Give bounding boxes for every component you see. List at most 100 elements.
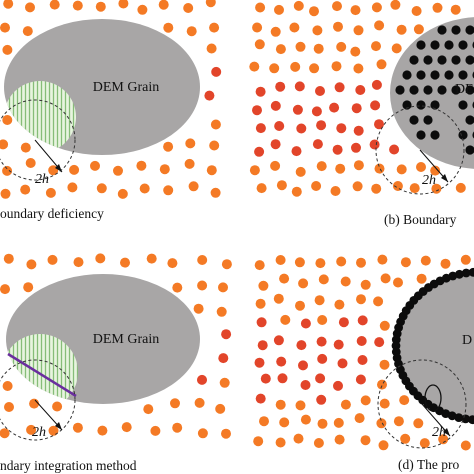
sph-particle [249, 165, 260, 176]
boundary-particle-highlight-d [424, 384, 442, 412]
kernel-label-d: 2h [432, 425, 446, 440]
sph-particle [258, 280, 269, 291]
sph-particle [197, 255, 208, 265]
sph-particle [273, 293, 284, 304]
sph-particle [432, 2, 443, 13]
sph-particle [335, 163, 346, 174]
sph-particle [292, 104, 303, 115]
sph-particle [330, 186, 341, 196]
sph-particle [379, 398, 390, 409]
kernel-support-circle-a [0, 99, 76, 181]
sph-particle [197, 428, 208, 439]
boundary-particle [423, 55, 433, 65]
sph-particle [158, 0, 169, 10]
sph-particle [317, 418, 328, 429]
sph-particle [377, 379, 387, 390]
sph-particle [279, 417, 290, 428]
sph-particle [295, 166, 306, 177]
boundary-particle [458, 130, 468, 140]
sph-particle [2, 115, 13, 125]
sph-particle [185, 138, 196, 149]
sph-particle [97, 425, 108, 436]
sph-particle [371, 41, 381, 52]
boundary-particle [465, 85, 474, 95]
sph-particle [184, 158, 195, 169]
boundary-particle [423, 115, 433, 125]
boundary-particle [416, 70, 426, 80]
boundary-particle [465, 55, 474, 65]
kernel-support-circle-b [375, 105, 465, 195]
sph-particle [296, 123, 307, 134]
sph-particle [419, 438, 430, 449]
sph-particle [67, 182, 78, 193]
boundary-particle [416, 100, 426, 110]
sph-particle [413, 418, 424, 429]
boundary-particle [416, 130, 426, 140]
sph-particle [274, 4, 284, 15]
sph-particle [295, 300, 305, 311]
sph-particle [219, 377, 230, 388]
sph-particle [315, 86, 325, 96]
sph-particle [380, 273, 391, 284]
sph-particle [206, 43, 217, 54]
sph-particle [400, 257, 411, 268]
sph-particle [298, 278, 309, 289]
sph-particle [254, 146, 265, 157]
sph-particle [254, 357, 265, 368]
sph-particle [163, 22, 174, 33]
sph-particle [73, 257, 84, 268]
sph-particle [416, 162, 426, 172]
sph-particles-c [0, 253, 232, 439]
sph-particle [0, 188, 11, 199]
sph-particle [205, 0, 216, 8]
sph-particle [393, 416, 404, 427]
sph-particle [430, 165, 441, 176]
sph-particle [150, 425, 161, 436]
sph-particle [409, 183, 420, 194]
sph-particle [311, 181, 322, 191]
caption-d: (d) The pro [398, 457, 460, 472]
sph-particle [270, 100, 281, 111]
sph-particle [294, 257, 305, 268]
sph-particle [270, 139, 281, 150]
sph-particle [215, 403, 226, 414]
interior-boundary-particles-b [395, 25, 474, 155]
sph-particle [0, 428, 10, 439]
sph-particle [374, 163, 385, 174]
boundary-particle [465, 25, 474, 35]
sph-particle [249, 61, 260, 72]
sph-particle [275, 44, 286, 55]
kernel-support-circle-d [377, 359, 467, 449]
sph-particle [117, 188, 128, 199]
sph-particle [186, 26, 197, 37]
sph-particle [315, 258, 326, 269]
sph-particle [332, 1, 342, 12]
sph-particle [197, 374, 207, 385]
hatched-integration-region-c [6, 334, 78, 404]
sph-particle [121, 422, 132, 433]
boundary-particle [423, 85, 433, 95]
sph-particle [350, 46, 361, 57]
kernel-label-a: 2h [35, 172, 49, 187]
sph-particle [295, 400, 306, 411]
sph-particle [296, 340, 307, 351]
sph-particle [4, 402, 14, 412]
sph-particle [69, 164, 80, 175]
panel-b: DE 2h [249, 0, 474, 197]
sph-particle [353, 25, 364, 36]
arrowhead-d [443, 428, 450, 436]
grain-label-c: DEM Grain [93, 332, 160, 347]
sph-particle [254, 260, 265, 271]
sph-particle [333, 21, 343, 32]
sph-particle [221, 329, 232, 340]
panel-a: DEM Grain 2h [0, 0, 222, 199]
sph-particle [118, 0, 129, 9]
boundary-particle [409, 115, 419, 125]
sph-particle [2, 44, 13, 55]
sph-particle [279, 273, 290, 284]
sph-particle [183, 3, 194, 13]
sph-particle [47, 254, 58, 265]
sph-particle [210, 119, 221, 130]
sph-particle [373, 296, 384, 307]
sph-particle [334, 434, 345, 445]
